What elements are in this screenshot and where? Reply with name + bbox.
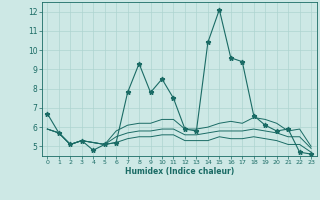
X-axis label: Humidex (Indice chaleur): Humidex (Indice chaleur) — [124, 167, 234, 176]
